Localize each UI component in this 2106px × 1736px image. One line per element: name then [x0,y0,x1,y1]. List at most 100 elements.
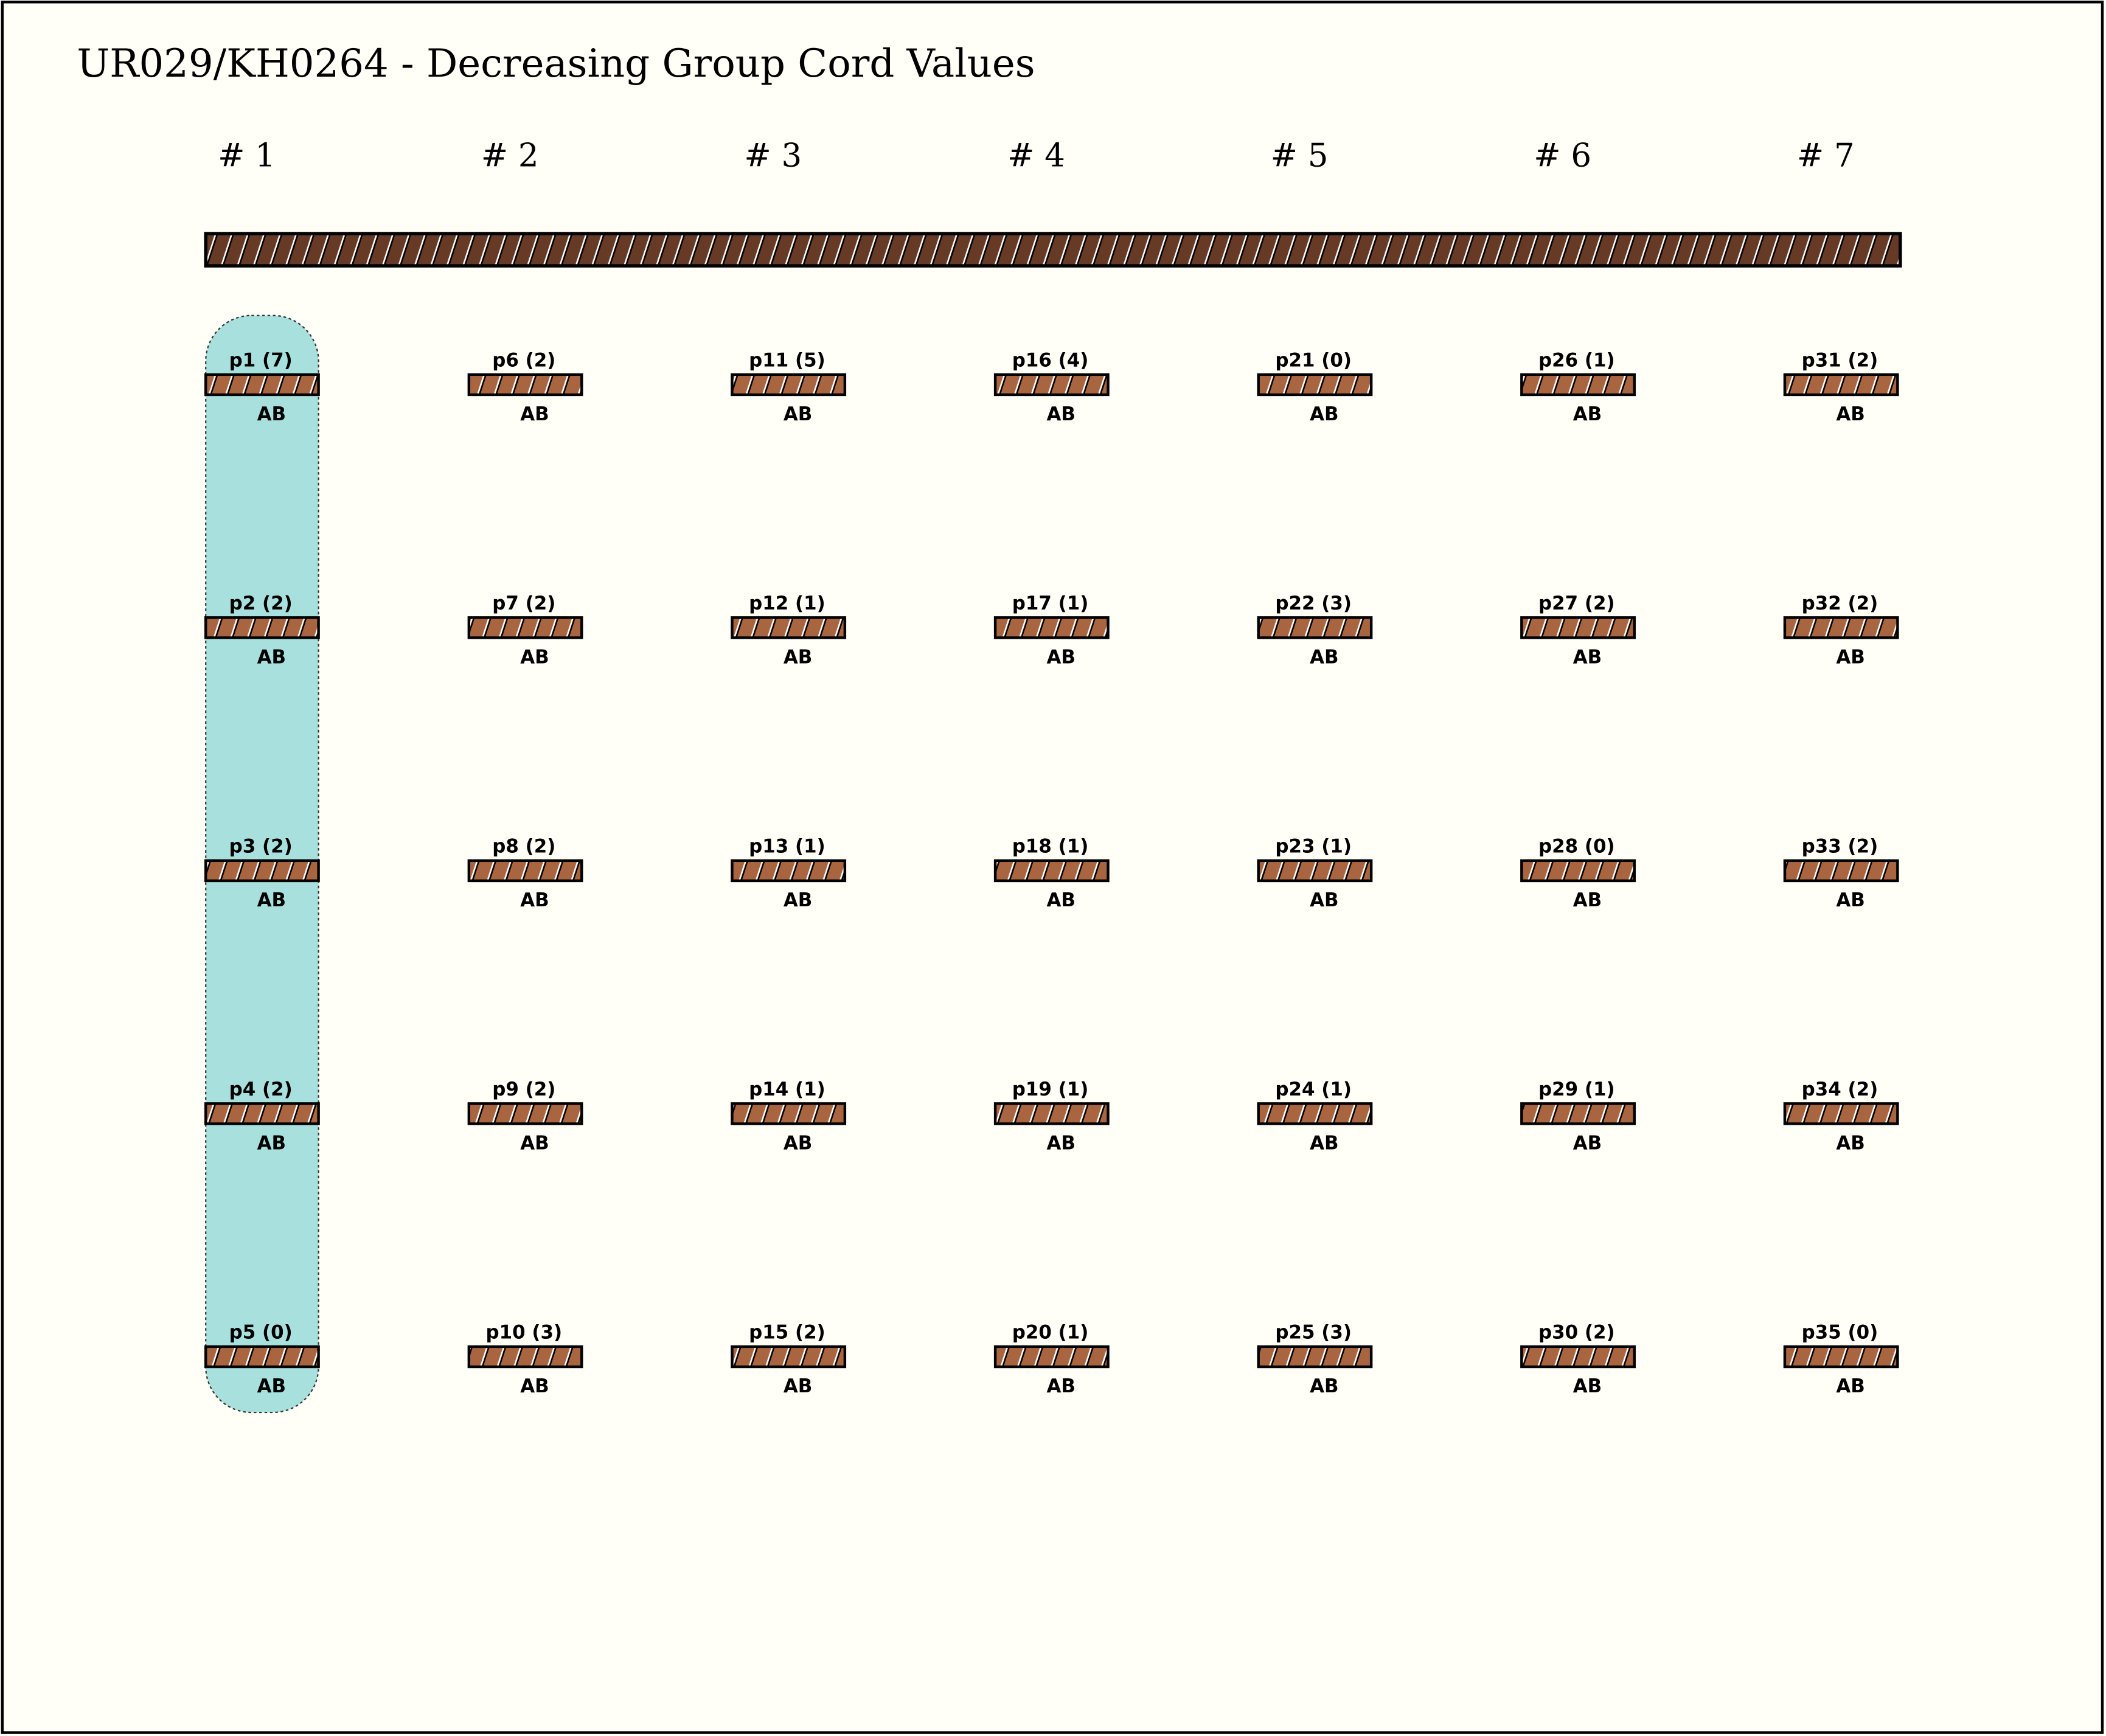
pendant-cord-bar [993,373,1110,397]
pendant-cord-bar [993,859,1110,883]
pendant-cord[interactable]: p3 (2) AB [204,836,320,911]
pendant-cord[interactable]: p20 (1) AB [993,1322,1110,1397]
knot-label: AB [1836,1375,1864,1397]
pendant-label: p27 (2) [1538,592,1615,614]
pendant-cord[interactable]: p16 (4) AB [993,350,1110,425]
pendant-cord[interactable]: p17 (1) AB [993,592,1110,668]
pendant-cord-bar [1783,859,1899,883]
pendant-label: p33 (2) [1802,836,1878,858]
pendant-label: p23 (1) [1275,836,1352,858]
pendant-cord-bar [204,1345,320,1369]
pendant-cord-bar [1257,859,1373,883]
pendant-cord[interactable]: p18 (1) AB [993,836,1110,911]
pendant-cord[interactable]: p6 (2) AB [467,350,583,425]
pendant-label: p31 (2) [1802,350,1878,372]
pendant-cord-bar [1257,373,1373,397]
pendant-cord[interactable]: p26 (1) AB [1520,350,1636,425]
pendant-cord-bar [731,859,847,883]
pendant-cord[interactable]: p22 (3) AB [1257,592,1373,668]
pendant-cord[interactable]: p1 (7) AB [204,350,320,425]
pendant-label: p26 (1) [1538,350,1615,372]
group-label: # 2 [481,137,539,175]
pendant-cord-bar [731,616,847,639]
pendant-label: p34 (2) [1802,1078,1878,1100]
pendant-cord[interactable]: p23 (1) AB [1257,836,1373,911]
pendant-cord-bar [467,373,583,397]
pendant-cord-bar [467,1102,583,1125]
pendant-cord[interactable]: p33 (2) AB [1783,836,1899,911]
pendant-cord[interactable]: p4 (2) AB [204,1078,320,1154]
pendant-cord-bar [1520,373,1636,397]
pendant-cord[interactable]: p28 (0) AB [1520,836,1636,911]
pendant-label: p35 (0) [1802,1322,1878,1344]
pendant-cord[interactable]: p31 (2) AB [1783,350,1899,425]
pendant-label: p7 (2) [492,592,555,614]
pendant-cord[interactable]: p24 (1) AB [1257,1078,1373,1154]
pendant-cord[interactable]: p25 (3) AB [1257,1322,1373,1397]
pendant-cord[interactable]: p15 (2) AB [731,1322,847,1397]
pendant-cord-bar [1783,616,1899,639]
pendant-cord[interactable]: p21 (0) AB [1257,350,1373,425]
pendant-cord-bar [1520,616,1636,639]
knot-label: AB [1310,889,1338,911]
pendant-label: p29 (1) [1538,1078,1615,1100]
pendant-label: p4 (2) [229,1078,293,1100]
knot-label: AB [520,403,549,425]
pendant-cord-bar [993,1102,1110,1125]
pendant-label: p9 (2) [492,1078,555,1100]
knot-label: AB [784,646,812,668]
pendant-cord[interactable]: p5 (0) AB [204,1322,320,1397]
knot-label: AB [784,889,812,911]
pendant-label: p10 (3) [486,1322,563,1344]
pendant-cord[interactable]: p2 (2) AB [204,592,320,668]
knot-label: AB [784,403,812,425]
pendant-cord[interactable]: p30 (2) AB [1520,1322,1636,1397]
knot-label: AB [1047,1132,1076,1154]
pendant-cord[interactable]: p32 (2) AB [1783,592,1899,668]
pendant-label: p30 (2) [1538,1322,1615,1344]
group-5: # 5 p21 (0)AB p22 (3)AB p23 (1) AB p24 (1)AB p… [1257,137,1373,1397]
pendant-label: p1 (7) [229,350,293,372]
knot-label: AB [520,1375,549,1397]
pendant-cord[interactable]: p9 (2) AB [467,1078,583,1154]
pendant-label: p8 (2) [492,836,555,858]
pendant-label: p17 (1) [1012,592,1089,614]
knot-label: AB [1836,403,1864,425]
pendant-cord[interactable]: p8 (2) AB [467,836,583,911]
knot-label: AB [1573,646,1602,668]
pendant-cord[interactable]: p19 (1) AB [993,1078,1110,1154]
pendant-cord-bar [1783,1345,1899,1369]
group-label: # 5 [1271,137,1329,175]
pendant-cord[interactable]: p35 (0) AB [1783,1322,1899,1397]
pendant-cord-bar [204,1102,320,1125]
pendant-cord[interactable]: p27 (2) AB [1520,592,1636,668]
knot-label: AB [1836,646,1864,668]
knot-label: AB [257,403,286,425]
group-label: # 3 [744,137,802,175]
pendant-label: p14 (1) [749,1078,825,1100]
pendant-cord[interactable]: p12 (1) AB [731,592,847,668]
pendant-cord[interactable]: p14 (1) AB [731,1078,847,1154]
pendant-cord[interactable]: p34 (2) AB [1783,1078,1899,1154]
knot-label: AB [1573,403,1602,425]
pendant-cord[interactable]: p29 (1) AB [1520,1078,1636,1154]
pendant-cord-bar [1783,373,1899,397]
pendant-cord[interactable]: p11 (5) AB [731,350,847,425]
pendant-cord[interactable]: p7 (2) AB [467,592,583,668]
pendant-cord-bar [1257,1102,1373,1125]
pendant-cord[interactable]: p10 (3) AB [467,1322,583,1397]
pendant-label: p3 (2) [229,836,293,858]
pendant-cord[interactable]: p13 (1) AB [731,836,847,911]
pendant-cord-bar [467,859,583,883]
knot-label: AB [1310,403,1338,425]
pendant-label: p32 (2) [1802,592,1878,614]
knot-label: AB [520,646,549,668]
pendant-cord-bar [467,616,583,639]
knot-label: AB [1573,1132,1602,1154]
knot-label: AB [784,1132,812,1154]
pendant-label: p15 (2) [749,1322,825,1344]
